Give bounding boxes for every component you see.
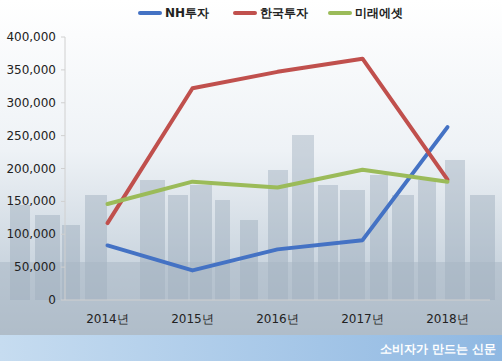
- plot-area: [108, 59, 448, 271]
- x-tick-label: 2018년: [426, 312, 469, 326]
- chart: 0 50,000 100,000 150,000 200,000 250,000 300,0…: [0, 0, 502, 361]
- y-tick: [61, 102, 65, 103]
- legend-swatch: [235, 11, 255, 15]
- legend: NH투자 한국투자 미래에셋: [140, 6, 403, 20]
- river: [0, 262, 502, 335]
- y-tick: [61, 234, 65, 235]
- x-tick-label: 2014년: [86, 312, 129, 326]
- x-axis: 2014년 2015년 2016년 2017년 2018년: [65, 300, 490, 326]
- y-axis-line: [65, 37, 66, 300]
- y-tick-label: 50,000: [14, 260, 56, 274]
- y-tick-label: 300,000: [6, 96, 56, 110]
- series-line: [108, 127, 448, 270]
- y-tick: [61, 37, 65, 38]
- y-tick: [61, 168, 65, 169]
- legend-label: 한국투자: [260, 6, 308, 20]
- x-tick-label: 2017년: [341, 312, 384, 326]
- x-tick-label: 2016년: [256, 312, 299, 326]
- footer-banner: [0, 335, 502, 361]
- background: [0, 0, 502, 335]
- y-tick: [61, 69, 65, 70]
- legend-swatch: [140, 11, 160, 15]
- x-axis-line: [65, 300, 490, 301]
- legend-swatch: [330, 11, 350, 15]
- y-tick-label: 150,000: [6, 194, 56, 208]
- y-tick: [61, 135, 65, 136]
- footer-text: 소비자가 만드는 신문: [380, 342, 496, 356]
- x-tick-label: 2015년: [171, 312, 214, 326]
- y-tick-label: 200,000: [6, 162, 56, 176]
- y-tick: [61, 300, 65, 301]
- y-tick-label: 350,000: [6, 63, 56, 77]
- y-tick: [61, 267, 65, 268]
- series-line: [108, 59, 448, 223]
- y-axis: 0 50,000 100,000 150,000 200,000 250,000 300,0…: [6, 30, 65, 307]
- y-tick-label: 250,000: [6, 129, 56, 143]
- legend-label: 미래에셋: [355, 6, 403, 20]
- legend-label: NH투자: [165, 6, 209, 20]
- y-tick-label: 0: [48, 293, 56, 307]
- series-line: [108, 170, 448, 204]
- y-tick-label: 400,000: [6, 30, 56, 44]
- y-tick-label: 100,000: [6, 227, 56, 241]
- y-tick: [61, 201, 65, 202]
